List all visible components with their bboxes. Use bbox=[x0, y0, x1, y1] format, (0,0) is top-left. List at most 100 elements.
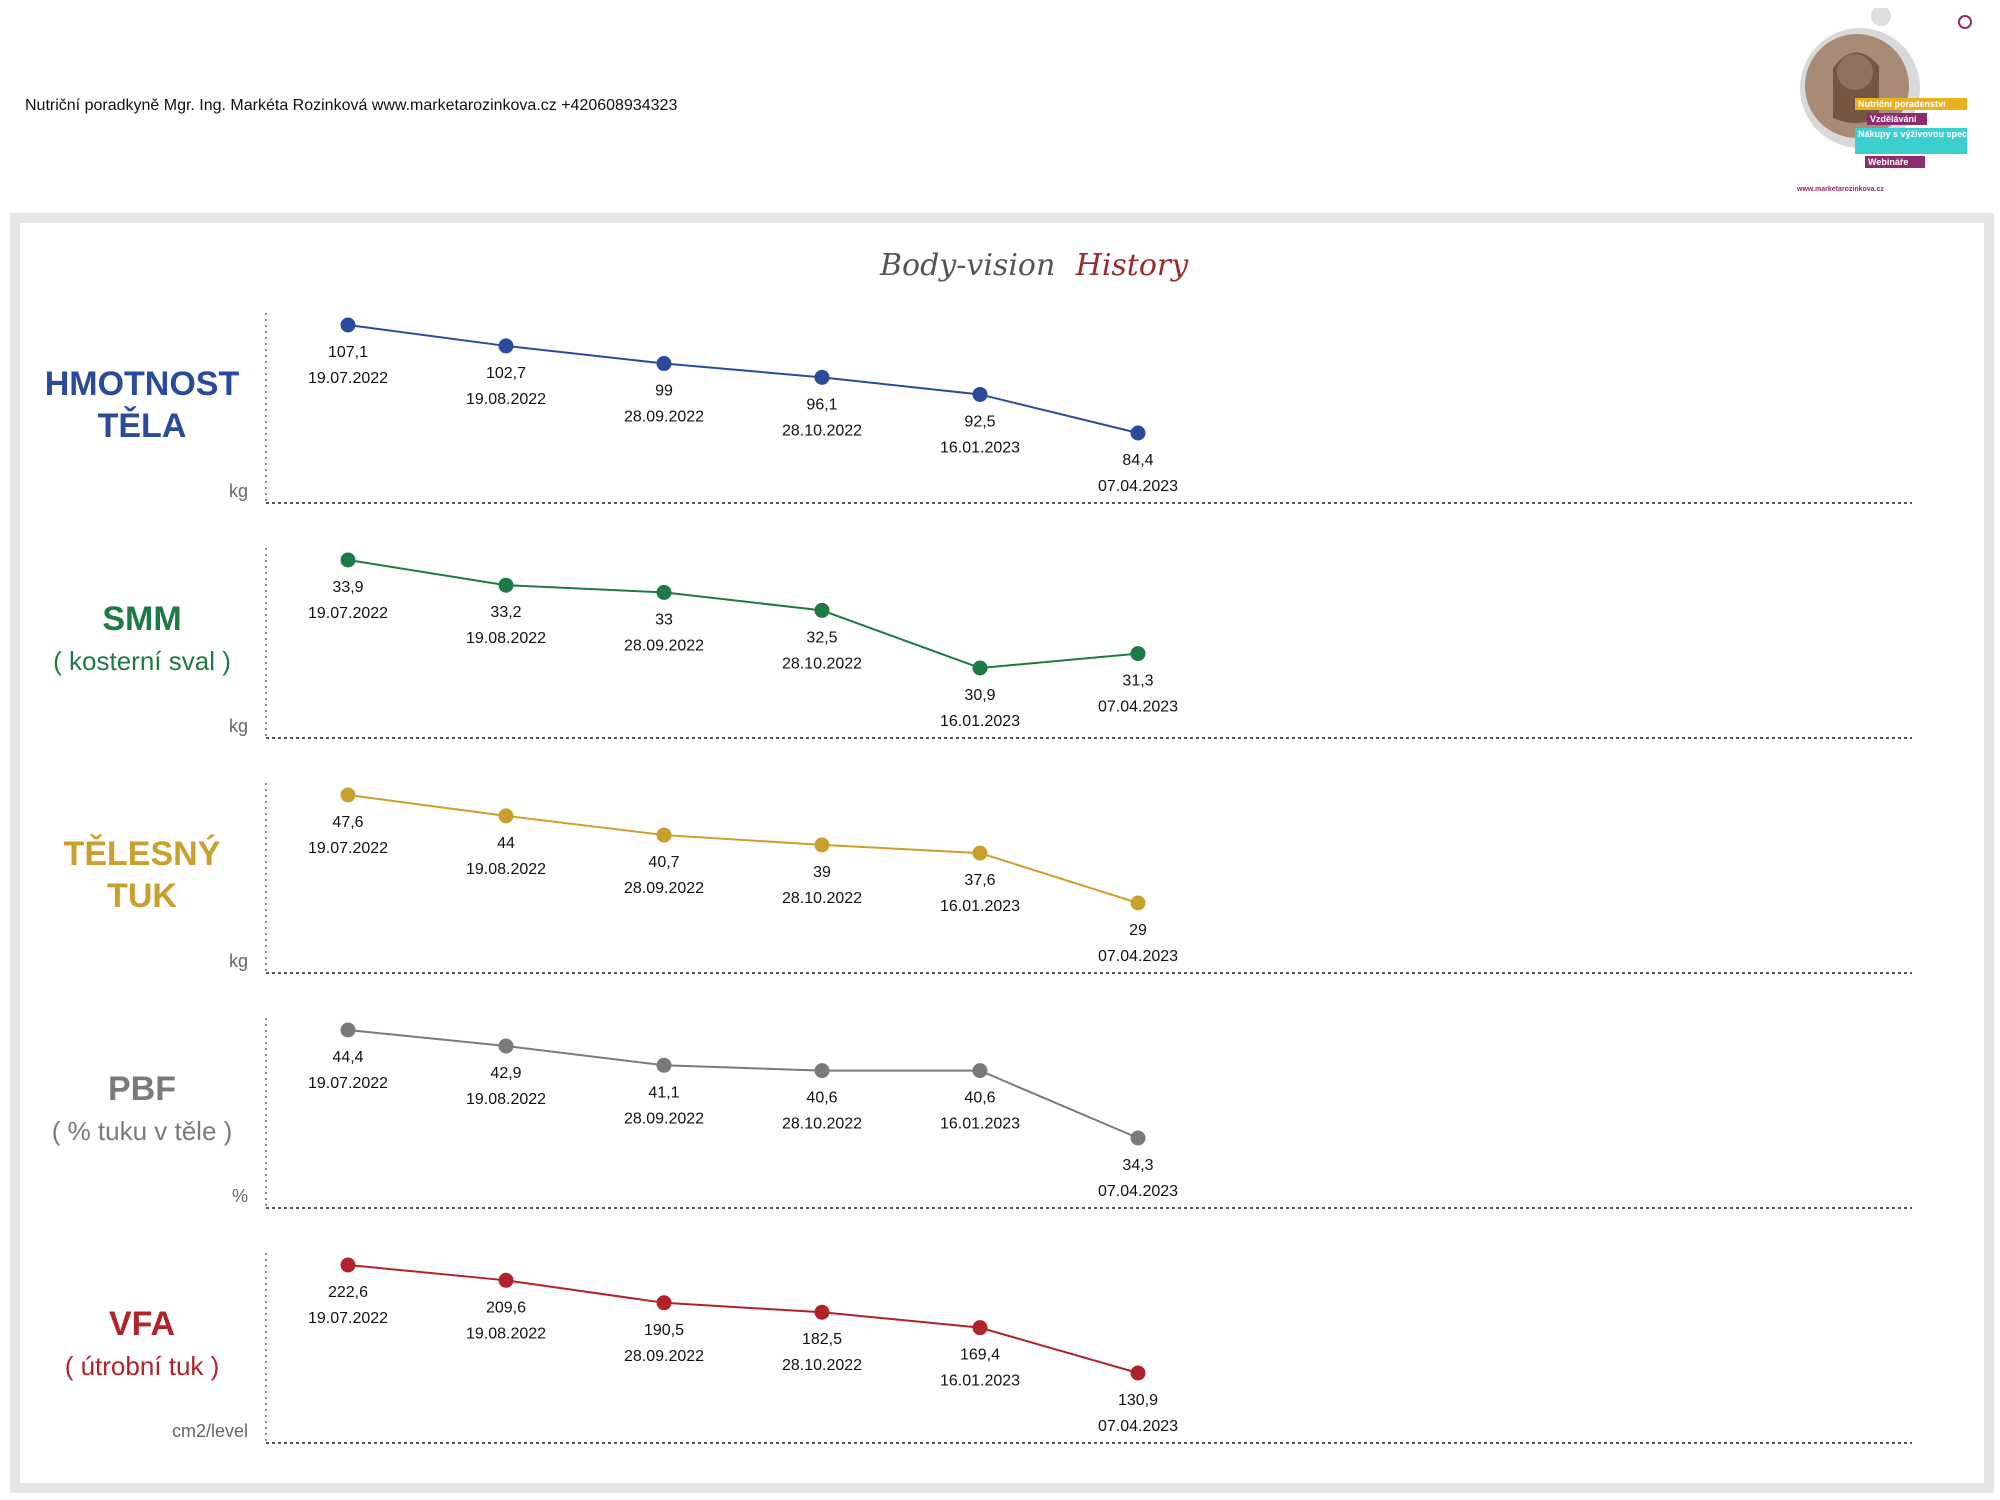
data-point bbox=[498, 1038, 514, 1054]
series-label: VFA bbox=[109, 1305, 175, 1343]
series-label: ( kosterní sval ) bbox=[53, 646, 231, 676]
avatar-hair bbox=[1833, 52, 1879, 123]
data-value-label: 37,6 bbox=[964, 872, 995, 889]
series-label: TUK bbox=[107, 877, 177, 915]
unit-label: cm2/level bbox=[172, 1421, 248, 1441]
data-point bbox=[498, 577, 514, 593]
data-point bbox=[656, 1057, 672, 1073]
logo-dot bbox=[1871, 6, 1891, 26]
data-value-label: 130,9 bbox=[1118, 1392, 1158, 1409]
data-point bbox=[1130, 1365, 1146, 1381]
series-line bbox=[347, 324, 1139, 434]
date-label: 19.08.2022 bbox=[466, 1325, 546, 1342]
chart-0: HMOTNOST TĚLA kg 107,1 19.07.2022 102,7 19.08.… bbox=[45, 313, 1912, 504]
series-label: HMOTNOST bbox=[45, 365, 240, 403]
data-point bbox=[1130, 895, 1146, 911]
data-point bbox=[972, 660, 988, 676]
date-label: 28.10.2022 bbox=[782, 1357, 862, 1374]
logo-tag-bg bbox=[1855, 98, 1967, 110]
date-label: 07.04.2023 bbox=[1098, 478, 1178, 495]
data-point bbox=[972, 1320, 988, 1336]
chart-title-part1: Body-vision bbox=[879, 248, 1055, 283]
date-label: 07.04.2023 bbox=[1098, 1183, 1178, 1200]
data-point bbox=[972, 386, 988, 402]
data-point bbox=[498, 808, 514, 824]
series-label: TĚLESNÝ bbox=[64, 835, 221, 873]
charts-svg: Body-vision History HMOTNOST TĚLA kg 107,1 1… bbox=[45, 248, 1912, 1444]
date-label: 28.10.2022 bbox=[782, 422, 862, 439]
brand-mark-icon bbox=[1958, 15, 1972, 29]
data-point bbox=[340, 552, 356, 568]
date-label: 07.04.2023 bbox=[1098, 1418, 1178, 1435]
data-value-label: 34,3 bbox=[1122, 1157, 1153, 1174]
data-value-label: 96,1 bbox=[806, 396, 837, 413]
data-point bbox=[498, 338, 514, 354]
logo-card: Nutriční poradenství Vzdělávání Nákupy s v… bbox=[1785, 6, 2000, 200]
data-value-label: 30,9 bbox=[964, 687, 995, 704]
logo-tag-bg bbox=[1855, 128, 1967, 154]
logo-tag-bg bbox=[1867, 113, 1927, 125]
data-point bbox=[814, 837, 830, 853]
data-value-label: 47,6 bbox=[332, 814, 363, 831]
data-value-label: 33,2 bbox=[490, 604, 521, 621]
logo-url: www.marketarozinkova.cz bbox=[1796, 186, 1884, 193]
data-value-label: 42,9 bbox=[490, 1065, 521, 1082]
data-value-label: 107,1 bbox=[328, 344, 368, 361]
date-label: 28.09.2022 bbox=[624, 409, 704, 426]
data-point bbox=[340, 1022, 356, 1038]
data-value-label: 99 bbox=[655, 383, 673, 400]
logo-tag-label: Nákupy s výživovou specialistkou bbox=[1858, 129, 1983, 139]
data-point bbox=[340, 1257, 356, 1273]
data-value-label: 92,5 bbox=[964, 413, 995, 430]
data-value-label: 44 bbox=[497, 835, 515, 852]
data-point bbox=[1130, 425, 1146, 441]
date-label: 28.10.2022 bbox=[782, 655, 862, 672]
date-label: 19.07.2022 bbox=[308, 1310, 388, 1327]
data-point bbox=[972, 845, 988, 861]
unit-label: kg bbox=[229, 951, 248, 971]
data-value-label: 102,7 bbox=[486, 365, 526, 382]
data-point bbox=[814, 602, 830, 618]
data-value-label: 32,5 bbox=[806, 629, 837, 646]
data-value-label: 39 bbox=[813, 864, 831, 881]
data-value-label: 40,6 bbox=[964, 1090, 995, 1107]
logo-tag-label: Nutriční poradenství bbox=[1858, 99, 1946, 109]
data-value-label: 169,4 bbox=[960, 1347, 1000, 1364]
data-value-label: 41,1 bbox=[648, 1084, 679, 1101]
series-line bbox=[347, 559, 1139, 670]
unit-label: % bbox=[232, 1186, 248, 1206]
series-line bbox=[347, 794, 1139, 904]
date-label: 16.01.2023 bbox=[940, 1116, 1020, 1133]
data-value-label: 222,6 bbox=[328, 1284, 368, 1301]
data-point bbox=[814, 369, 830, 385]
data-point bbox=[972, 1063, 988, 1079]
data-value-label: 84,4 bbox=[1122, 452, 1153, 469]
date-label: 19.08.2022 bbox=[466, 391, 546, 408]
data-point bbox=[814, 1063, 830, 1079]
date-label: 19.07.2022 bbox=[308, 605, 388, 622]
data-value-label: 44,4 bbox=[332, 1049, 363, 1066]
unit-label: kg bbox=[229, 481, 248, 501]
chart-1: SMM ( kosterní sval ) kg 33,9 19.07.2022 33,2… bbox=[53, 548, 1912, 739]
chart-4: VFA ( útrobní tuk ) cm2/level 222,6 19.07.20… bbox=[65, 1253, 1912, 1444]
logo-tag-bg bbox=[1865, 156, 1925, 168]
data-point bbox=[498, 1272, 514, 1288]
series-label: ( % tuku v těle ) bbox=[52, 1116, 233, 1146]
data-value-label: 33 bbox=[655, 611, 673, 628]
date-label: 16.01.2023 bbox=[940, 713, 1020, 730]
chart-title: Body-vision History bbox=[879, 248, 1189, 283]
logo-tag-label: Webináře bbox=[1868, 157, 1908, 167]
unit-label: kg bbox=[229, 716, 248, 736]
data-value-label: 40,6 bbox=[806, 1090, 837, 1107]
date-label: 28.10.2022 bbox=[782, 1116, 862, 1133]
date-label: 28.09.2022 bbox=[624, 1348, 704, 1365]
data-value-label: 209,6 bbox=[486, 1299, 526, 1316]
date-label: 19.07.2022 bbox=[308, 840, 388, 857]
data-point bbox=[814, 1304, 830, 1320]
date-label: 19.08.2022 bbox=[466, 1091, 546, 1108]
data-point bbox=[656, 1295, 672, 1311]
date-label: 07.04.2023 bbox=[1098, 699, 1178, 716]
data-point bbox=[1130, 646, 1146, 662]
data-value-label: 29 bbox=[1129, 922, 1147, 939]
data-value-label: 31,3 bbox=[1122, 673, 1153, 690]
